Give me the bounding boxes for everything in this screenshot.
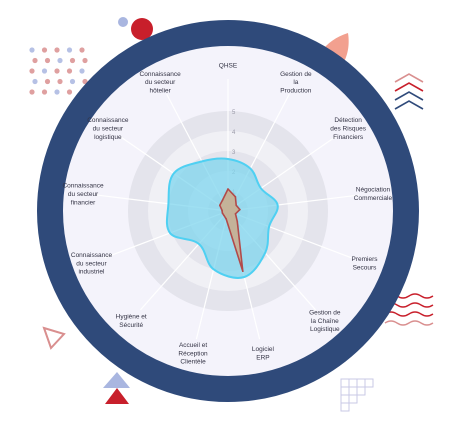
- data-point: [276, 204, 279, 206]
- data-point: [242, 270, 244, 272]
- dot: [54, 89, 60, 95]
- grid-cell: [356, 386, 366, 396]
- category-label: Détection des Risques Financiers: [330, 117, 367, 141]
- dot: [66, 68, 73, 74]
- data-point: [212, 268, 215, 271]
- series-area-0: [165, 157, 279, 279]
- category-label: Premiers Secours: [352, 256, 379, 271]
- red-triangle-decoration: [105, 388, 129, 404]
- category-labels: QHSE Gestion de la Production Détection des R…: [62, 63, 392, 366]
- chevron: [394, 82, 424, 92]
- data-point: [201, 160, 203, 163]
- category-label: Gestion de la Production: [280, 71, 312, 95]
- category-label: Accueil et Réception Clientèle: [178, 342, 208, 366]
- data-point: [264, 252, 266, 254]
- chevron: [394, 73, 424, 83]
- data-point: [249, 167, 252, 170]
- grid-cell: [348, 386, 358, 396]
- category-label: Connaissance du secteur financier: [62, 183, 104, 207]
- data-point: [227, 188, 229, 190]
- category-label: Logiciel ERP: [252, 346, 275, 361]
- series-area-0-group: [165, 157, 279, 279]
- category-label: Gestion de la Chaîne Logistique: [309, 309, 341, 333]
- category-label: Hygiène et Sécurité: [116, 314, 147, 329]
- data-point: [218, 204, 221, 207]
- grid-cell: [356, 378, 366, 388]
- data-point: [243, 276, 246, 278]
- dot: [57, 78, 63, 85]
- dot: [41, 68, 48, 74]
- dot: [29, 68, 35, 74]
- grid-squares-decoration: [340, 378, 374, 412]
- dot: [29, 89, 35, 95]
- blue-triangle-decoration: [103, 372, 130, 388]
- grid-cell: [340, 386, 350, 396]
- dot: [44, 57, 51, 64]
- data-point: [239, 208, 241, 211]
- wave: [384, 320, 434, 326]
- dot: [69, 57, 76, 64]
- dot: [41, 89, 48, 95]
- category-label: Négociation Commerciale: [354, 187, 393, 202]
- dot-grid-decoration: [29, 47, 88, 95]
- chevron-stack-decoration: [394, 73, 424, 110]
- data-point: [221, 212, 224, 214]
- dot: [66, 47, 73, 53]
- wave: [384, 311, 434, 317]
- category-label: Connaissance du secteur logistique: [87, 117, 129, 141]
- data-point: [227, 158, 229, 160]
- dot: [32, 78, 38, 85]
- data-point: [221, 209, 223, 212]
- grid-cell: [348, 394, 358, 404]
- data-point: [236, 220, 239, 223]
- chevron: [394, 91, 424, 101]
- grid-cell: [364, 378, 374, 388]
- dot: [29, 47, 35, 53]
- data-point: [223, 214, 225, 217]
- dot: [54, 47, 60, 53]
- triangle-outline-decoration: [42, 326, 66, 350]
- dot: [41, 47, 48, 53]
- dot: [44, 78, 51, 85]
- data-point: [234, 196, 237, 198]
- data-point: [198, 243, 200, 245]
- data-point: [268, 225, 270, 228]
- series-area-1-group: [218, 188, 244, 272]
- dot: [82, 57, 88, 64]
- dot: [69, 78, 76, 85]
- series-area-1: [219, 188, 244, 272]
- category-label: Connaissance du secteur industriel: [71, 252, 113, 276]
- radial-tick-label: 5: [232, 110, 236, 116]
- category-label: Connaissance du secteur hôtelier: [140, 71, 182, 95]
- data-point: [169, 232, 171, 234]
- data-point: [234, 213, 237, 215]
- data-point: [167, 202, 170, 205]
- red-circle-decoration: [131, 18, 153, 40]
- grid-cell: [340, 402, 350, 412]
- grid-cell: [340, 378, 350, 388]
- dot: [79, 47, 85, 53]
- dot: [66, 89, 73, 95]
- dot: [57, 57, 63, 64]
- data-point: [172, 172, 175, 175]
- radial-tick-label: 3: [232, 150, 236, 156]
- dot: [54, 68, 60, 74]
- grid-cell: [348, 378, 358, 388]
- category-label: QHSE: [219, 63, 238, 70]
- dot: [32, 57, 38, 64]
- data-point: [260, 187, 262, 190]
- chevron: [394, 100, 424, 110]
- grid-cell: [340, 394, 350, 404]
- dot: [82, 78, 88, 85]
- dot: [79, 68, 85, 74]
- data-point: [235, 204, 238, 207]
- blue-circle-decoration: [118, 17, 128, 27]
- data-point: [221, 199, 224, 202]
- data-point: [225, 217, 227, 220]
- radial-tick-label: 4: [232, 130, 236, 136]
